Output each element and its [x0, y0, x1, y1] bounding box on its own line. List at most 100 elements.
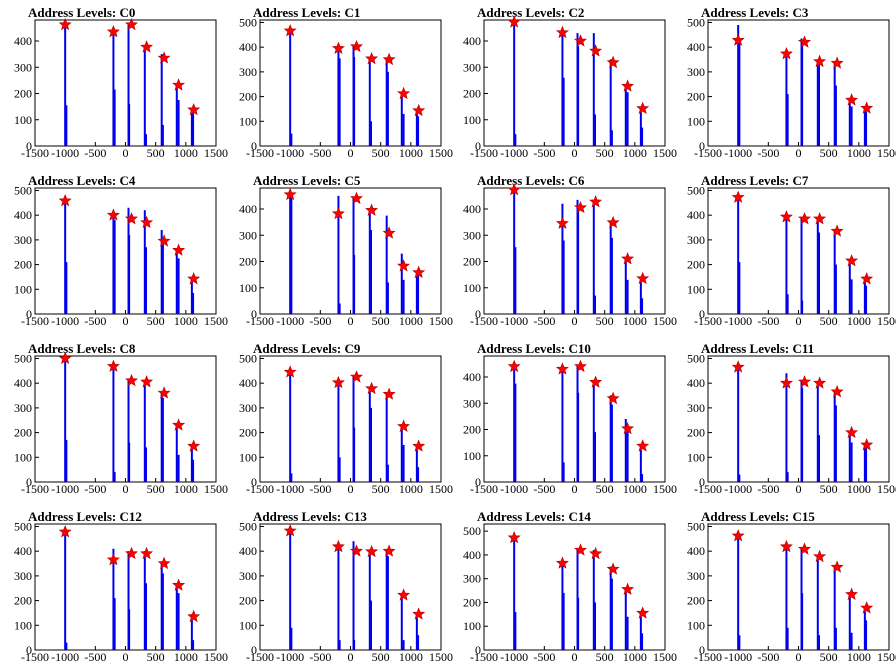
peak-marker — [365, 381, 379, 395]
x-tick-label: 1500 — [877, 650, 896, 664]
chart-panel: Address Levels: C80100200300400500-1500-… — [14, 341, 228, 496]
y-tick-label: 100 — [239, 618, 257, 632]
plot-frame — [707, 523, 890, 651]
x-tick-label: 500 — [820, 146, 838, 160]
y-tick-label: 500 — [14, 351, 32, 365]
peak-marker — [350, 191, 363, 205]
peak-marker — [187, 272, 201, 285]
chart-title: Address Levels: C0 — [28, 5, 135, 20]
y-tick-label: 0 — [26, 475, 32, 489]
chart-title: Address Levels: C8 — [28, 341, 136, 356]
chart-title: Address Levels: C2 — [477, 5, 584, 20]
x-tick-label: -500 — [309, 650, 331, 664]
peak-marker — [157, 51, 171, 64]
chart-title: Address Levels: C15 — [701, 509, 815, 524]
x-tick-label: 500 — [820, 482, 838, 496]
x-tick-label: 1500 — [877, 314, 896, 328]
peak-marker — [606, 562, 620, 575]
peak-marker — [283, 24, 297, 37]
peak-marker — [58, 351, 72, 364]
peak-marker — [365, 544, 379, 558]
chart-title: Address Levels: C14 — [477, 509, 591, 524]
peak-marker — [125, 373, 138, 387]
peak-marker — [845, 425, 859, 439]
plot-frame — [259, 187, 442, 315]
chart-title: Address Levels: C6 — [477, 173, 585, 188]
y-tick-label: 300 — [463, 228, 481, 242]
y-tick-label: 100 — [14, 618, 32, 632]
peak-marker — [412, 607, 426, 620]
peak-marker — [636, 439, 650, 452]
peak-marker — [830, 384, 844, 398]
x-tick-label: -500 — [84, 482, 106, 496]
x-tick-label: -500 — [533, 482, 555, 496]
x-tick-label: 1000 — [399, 650, 423, 664]
peak-marker — [798, 212, 811, 225]
chart-title: Address Levels: C13 — [253, 509, 367, 524]
x-tick-label: 1000 — [174, 650, 198, 664]
peak-marker — [187, 439, 201, 452]
y-tick-label: 0 — [251, 643, 257, 657]
x-tick-label: -1000 — [500, 482, 528, 496]
peak-marker — [574, 359, 587, 373]
y-tick-label: 200 — [239, 594, 257, 608]
x-tick-label: -500 — [757, 650, 779, 664]
x-tick-label: 500 — [596, 146, 614, 160]
x-tick-label: 1000 — [174, 146, 198, 160]
x-tick-label: 0 — [796, 650, 802, 664]
x-tick-label: -500 — [757, 314, 779, 328]
x-tick-label: 500 — [147, 314, 165, 328]
y-tick-label: 200 — [239, 90, 257, 104]
x-tick-label: 0 — [572, 650, 578, 664]
x-tick-label: -1000 — [724, 314, 752, 328]
y-tick-label: 300 — [239, 569, 257, 583]
x-tick-label: 0 — [123, 146, 129, 160]
y-tick-label: 300 — [687, 401, 705, 415]
y-tick-label: 200 — [687, 258, 705, 272]
plot-frame — [34, 19, 217, 147]
peak-marker — [589, 195, 603, 208]
peak-marker — [58, 193, 72, 207]
x-tick-label: 500 — [820, 650, 838, 664]
x-tick-label: -1000 — [724, 482, 752, 496]
peak-marker — [331, 375, 345, 389]
x-tick-label: 500 — [372, 482, 390, 496]
peak-marker — [731, 190, 745, 203]
chart-title: Address Levels: C4 — [28, 173, 136, 188]
y-tick-label: 200 — [463, 87, 481, 101]
x-tick-label: 0 — [348, 146, 354, 160]
y-tick-label: 400 — [463, 34, 481, 48]
peak-marker — [283, 187, 297, 201]
peak-marker — [157, 234, 171, 247]
x-tick-label: 0 — [796, 146, 802, 160]
plot-frame — [483, 355, 666, 483]
x-tick-label: 1000 — [847, 650, 871, 664]
x-tick-label: 1000 — [174, 314, 198, 328]
peak-marker — [157, 556, 171, 570]
peak-marker — [397, 259, 411, 272]
chart-panel: Address Levels: C40100200300400500-1500-… — [14, 173, 228, 328]
x-tick-label: 500 — [147, 146, 165, 160]
peak-marker — [172, 243, 186, 256]
chart-panel: Address Levels: C15 0 100 200 300 400 500 -1500… — [687, 509, 896, 664]
peak-marker — [140, 215, 154, 229]
peak-marker — [860, 601, 874, 614]
x-tick-label: -1500 — [470, 482, 498, 496]
peak-marker — [283, 524, 297, 537]
x-tick-label: -500 — [533, 314, 555, 328]
y-tick-label: 400 — [687, 40, 705, 54]
y-tick-label: 0 — [26, 307, 32, 321]
peak-marker — [331, 41, 345, 54]
x-tick-label: 500 — [147, 482, 165, 496]
peak-marker — [636, 101, 650, 114]
y-tick-label: 400 — [239, 202, 257, 216]
y-tick-label: 100 — [463, 113, 481, 127]
plot-frame — [483, 523, 666, 651]
peak-marker — [621, 421, 635, 435]
peak-marker — [589, 375, 603, 388]
peak-marker — [58, 525, 72, 538]
peak-marker — [731, 33, 745, 46]
peak-marker — [731, 360, 745, 373]
plot-frame — [34, 187, 217, 315]
